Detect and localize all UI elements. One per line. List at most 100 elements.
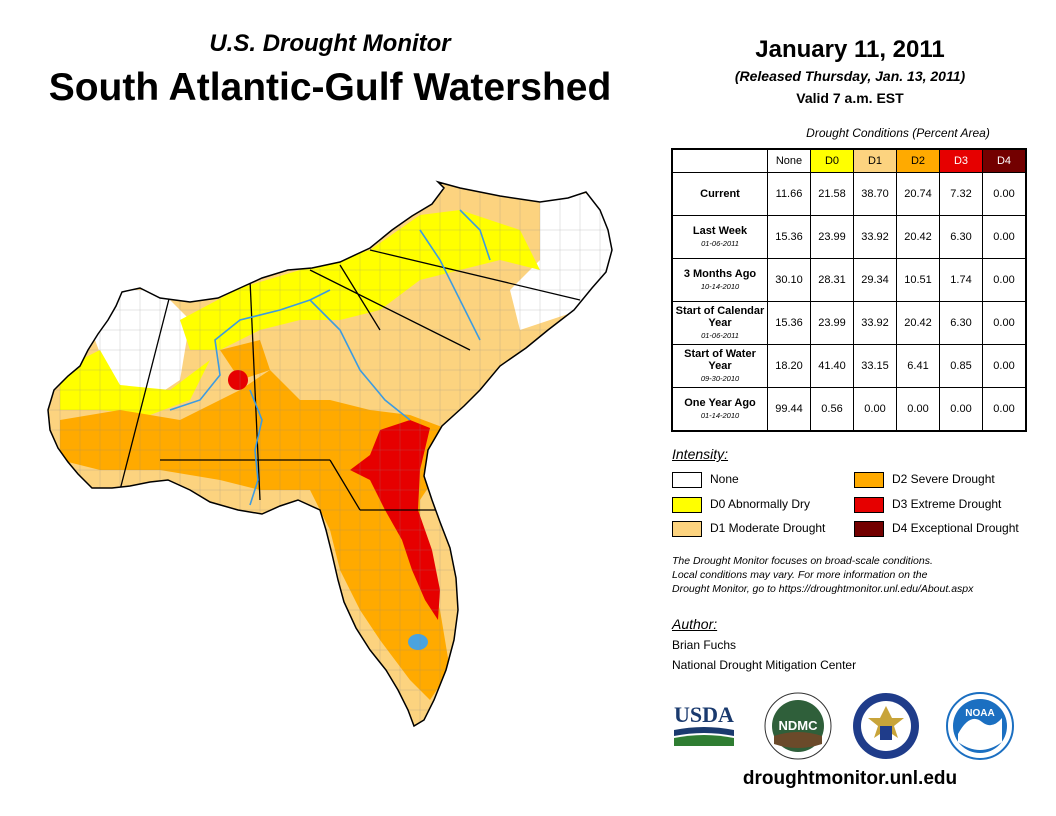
row-date: 01-06-2011 [701,330,739,340]
usda-logo-text: USDA [674,702,734,727]
row-label: Last Week 01-06-2011 [671,215,768,259]
map-area-d0-west [60,350,210,415]
note-line: The Drought Monitor focuses on broad-sca… [672,555,933,567]
column-header-d4: D4 [982,148,1027,173]
legend-label: D1 Moderate Drought [710,521,826,535]
watershed-outline [47,180,613,728]
table-cell: 7.32 [939,172,983,216]
map-title: South Atlantic-Gulf Watershed [48,66,612,109]
row-label-text: Current [700,188,740,200]
table-cell: 0.00 [982,387,1027,432]
legend-label: D2 Severe Drought [892,472,995,486]
table-cell: 18.20 [767,344,811,388]
ndmc-logo-text: NDMC [779,718,819,733]
row-label-text: Last Week [692,224,748,237]
table-cell: 29.34 [853,258,897,302]
column-header-d3: D3 [939,148,983,173]
table-corner [672,149,768,173]
conditions-title: Drought Conditions (Percent Area) [806,126,990,140]
map-date: January 11, 2011 [755,36,945,63]
row-label-text: 3 Months Ago [683,267,757,280]
ndmc-logo: NDMC [764,692,832,760]
note-line: Local conditions may vary. For more info… [672,569,928,581]
table-cell: 15.36 [767,301,811,345]
table-cell: 6.30 [939,215,983,259]
legend-swatch [672,472,702,488]
map-area-none-east [510,190,612,330]
table-cell: 30.10 [767,258,811,302]
note-line: Drought Monitor, go to https://droughtmo… [672,583,974,595]
table-cell: 20.42 [896,301,940,345]
legend-label: D3 Extreme Drought [892,497,1002,511]
author-name: Brian Fuchs [672,638,737,652]
map-area-d2 [60,370,450,700]
table-cell: 33.15 [853,344,897,388]
table-cell: 0.00 [939,387,983,432]
commerce-seal-logo [853,693,919,759]
table-cell: 0.85 [939,344,983,388]
table-cell: 23.99 [810,215,854,259]
row-label: Start of Calendar Year 01-06-2011 [671,301,768,345]
column-header-d1: D1 [853,148,897,173]
table-cell: 1.74 [939,258,983,302]
table-row: Current 11.66 21.58 38.70 20.74 7.32 0.00 [671,172,1027,216]
legend-label: D4 Exceptional Drought [892,521,1019,535]
table-cell: 11.66 [767,172,811,216]
legend-label: None [710,472,739,486]
row-label: Start of Water Year 09-30-2010 [671,344,768,388]
map-area-none-west [95,290,190,400]
row-date: 01-06-2011 [701,238,739,248]
legend-swatch [854,521,884,537]
website-url[interactable]: droughtmonitor.unl.edu [742,768,958,789]
legend-label: D0 Abnormally Dry [710,497,811,511]
table-cell: 0.00 [982,344,1027,388]
row-date: 09-30-2010 [700,373,740,383]
table-cell: 10.51 [896,258,940,302]
table-cell: 15.36 [767,215,811,259]
row-label-text: Start of Calendar Year [675,304,765,329]
row-label: 3 Months Ago 10-14-2010 [671,258,768,302]
valid-time: Valid 7 a.m. EST [796,90,904,106]
table-row: One Year Ago 01-14-2010 99.44 0.56 0.00 0.00 0… [671,387,1027,432]
table-cell: 21.58 [810,172,854,216]
map-subtitle: U.S. Drought Monitor [209,30,451,57]
drought-map [47,180,613,728]
table-row: Start of Water Year 09-30-2010 18.20 41.40 3… [671,344,1027,388]
legend-swatch [672,497,702,513]
table-cell: 23.99 [810,301,854,345]
table-cell: 0.00 [853,387,897,432]
noaa-logo: NOAA [946,692,1014,760]
row-date: 10-14-2010 [700,281,740,291]
row-label-text: Start of Water Year [684,347,756,372]
table-cell: 0.00 [982,301,1027,345]
table-cell: 0.56 [810,387,854,432]
conditions-table: None D0 D1 D2 D3 D4 Current 11.66 21.58 38.70 20.7… [671,148,1027,432]
legend-swatch [854,497,884,513]
row-label: Current [671,172,768,216]
table-row: Start of Calendar Year 01-06-2011 15.36 23.… [671,301,1027,345]
row-label: One Year Ago 01-14-2010 [671,387,768,432]
table-cell: 99.44 [767,387,811,432]
column-header-d0: D0 [810,148,854,173]
lake-icon [408,634,428,650]
release-date: (Released Thursday, Jan. 13, 2011) [734,68,966,84]
table-cell: 0.00 [982,215,1027,259]
legend-swatch [672,521,702,537]
noaa-logo-text: NOAA [965,708,994,719]
table-cell: 41.40 [810,344,854,388]
table-cell: 20.42 [896,215,940,259]
map-area-d3-spot [228,370,248,390]
usda-logo: USDA [674,702,734,746]
row-date: 01-14-2010 [700,410,740,420]
table-cell: 0.00 [982,172,1027,216]
drought-monitor-note: The Drought Monitor focuses on broad-sca… [672,554,1042,596]
column-header-d2: D2 [896,148,940,173]
table-row: 3 Months Ago 10-14-2010 30.10 28.31 29.34 10.… [671,258,1027,302]
legend-swatch [854,472,884,488]
table-cell: 0.00 [896,387,940,432]
table-cell: 0.00 [982,258,1027,302]
table-cell: 6.41 [896,344,940,388]
table-cell: 38.70 [853,172,897,216]
table-cell: 28.31 [810,258,854,302]
legend-title: Intensity: [672,446,729,462]
